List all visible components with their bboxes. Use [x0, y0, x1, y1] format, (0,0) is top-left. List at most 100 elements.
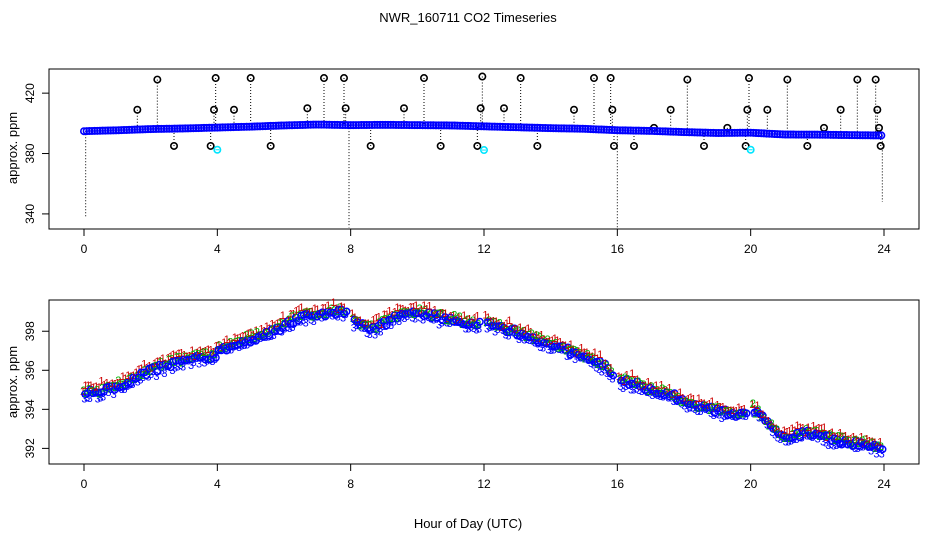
- bottom-series-1-marker: 1: [853, 434, 859, 446]
- bottom-x-tick-label: 24: [877, 477, 891, 491]
- bottom-series-2-marker: 2: [289, 311, 295, 323]
- top-data-point: [658, 127, 667, 136]
- top-data-point: [224, 123, 233, 132]
- top-data-point: [605, 125, 614, 134]
- bottom-series-o-point: [878, 445, 887, 454]
- top-data-point: [517, 123, 526, 132]
- top-data-point: [461, 121, 470, 130]
- bottom-series-2-marker: 2: [625, 373, 631, 385]
- top-outlier-point: [170, 141, 179, 150]
- bottom-series-1-marker: 1: [338, 301, 344, 313]
- bottom-series-3-marker: 3: [423, 309, 429, 321]
- top-outlier-point: [853, 75, 862, 84]
- top-outlier-point: [303, 104, 312, 113]
- top-data-point: [477, 122, 486, 131]
- top-data-point: [511, 123, 520, 132]
- bottom-series-3-marker: 3: [127, 379, 133, 391]
- top-data-point: [735, 128, 744, 137]
- bottom-series-3-marker: 3: [545, 345, 551, 357]
- top-data-point: [229, 123, 238, 132]
- top-outlier-point: [606, 74, 615, 83]
- top-data-point: [837, 130, 846, 139]
- top-outlier-point: [516, 74, 525, 83]
- top-data-point: [594, 125, 603, 134]
- bottom-series-o-point: [211, 353, 220, 362]
- bottom-series-3-marker: 3: [84, 393, 90, 405]
- top-data-point: [661, 127, 670, 136]
- bottom-series-1-marker: 1: [805, 422, 811, 434]
- bottom-series-3-marker: 3: [257, 333, 263, 345]
- bottom-series-1-marker: 1: [293, 305, 299, 317]
- bottom-series-3-marker: 3: [681, 400, 687, 412]
- bottom-series-2-marker: 2: [273, 322, 279, 334]
- bottom-series-2-marker: 2: [723, 405, 729, 417]
- bottom-series-3-marker: 3: [703, 404, 709, 416]
- bottom-series-1-marker: 1: [578, 342, 584, 354]
- top-data-point: [149, 125, 158, 134]
- top-data-point: [767, 129, 776, 138]
- bottom-series-2-marker: 2: [209, 349, 215, 361]
- bottom-series-3-marker: 3: [420, 314, 426, 326]
- top-data-point: [359, 121, 368, 130]
- bottom-series-3-marker: 3: [391, 317, 397, 329]
- top-data-point: [205, 123, 214, 132]
- bottom-series-3-marker: 3: [223, 344, 229, 356]
- top-data-point: [509, 123, 518, 132]
- bottom-series-1-marker: 1: [642, 380, 648, 392]
- bottom-series-1-marker: 1: [674, 391, 680, 403]
- bottom-series-3-marker: 3: [268, 331, 274, 343]
- top-data-point: [759, 129, 768, 138]
- bottom-series-3-marker: 3: [665, 392, 671, 404]
- bottom-series: 1231231231231231231231231231231231231231…: [80, 297, 887, 460]
- bottom-series-1-marker: 1: [165, 353, 171, 365]
- bottom-series-3-marker: 3: [95, 394, 101, 406]
- top-data-point: [202, 123, 211, 132]
- top-data-point: [144, 125, 153, 134]
- bottom-y-tick-label: 396: [23, 360, 37, 380]
- top-data-point: [335, 120, 344, 129]
- bottom-series-2-marker: 2: [803, 424, 809, 436]
- bottom-series-3-marker: 3: [625, 380, 631, 392]
- top-data-point: [557, 124, 566, 133]
- bottom-series-o-point: [153, 367, 162, 376]
- top-data-point: [533, 123, 542, 132]
- bottom-series-2-marker: 2: [139, 370, 145, 382]
- bottom-series-1-marker: 1: [176, 348, 182, 360]
- top-data-point: [637, 126, 646, 135]
- top-data-point: [543, 124, 552, 133]
- bottom-series-2-marker: 2: [401, 306, 407, 318]
- bottom-series-2-marker: 2: [595, 359, 601, 371]
- bottom-series-2-marker: 2: [763, 416, 769, 428]
- bottom-series-1-marker: 1: [786, 425, 792, 437]
- top-data-point: [706, 128, 715, 137]
- top-data-point: [778, 130, 787, 139]
- bottom-series-2-marker: 2: [691, 399, 697, 411]
- top-outlier-point: [874, 123, 883, 132]
- bottom-series-1-marker: 1: [168, 351, 174, 363]
- bottom-series-1-marker: 1: [173, 350, 179, 362]
- bottom-series-2-marker: 2: [523, 332, 529, 344]
- top-data-point: [866, 131, 875, 140]
- top-data-point: [469, 122, 478, 131]
- top-data-point: [466, 121, 475, 130]
- bottom-series-3-marker: 3: [279, 327, 285, 339]
- top-data-point: [216, 123, 225, 132]
- bottom-series-2-marker: 2: [491, 316, 497, 328]
- bottom-series-2-marker: 2: [742, 408, 748, 420]
- bottom-series-2-marker: 2: [467, 317, 473, 329]
- top-data-point: [631, 126, 640, 135]
- bottom-series-1-marker: 1: [413, 300, 419, 312]
- top-data-point: [261, 122, 270, 131]
- top-data-point: [208, 123, 217, 132]
- top-main-series: [80, 120, 886, 140]
- bottom-series-2-marker: 2: [531, 335, 537, 347]
- top-outlier-point: [783, 75, 792, 84]
- bottom-series-3-marker: 3: [252, 334, 258, 346]
- bottom-series-1-marker: 1: [773, 423, 779, 435]
- bottom-series-2-marker: 2: [843, 434, 849, 446]
- top-data-point: [762, 129, 771, 138]
- bottom-series-2-marker: 2: [414, 307, 420, 319]
- top-data-point: [693, 128, 702, 137]
- bottom-series-2-marker: 2: [118, 379, 124, 391]
- bottom-series-2-marker: 2: [425, 307, 431, 319]
